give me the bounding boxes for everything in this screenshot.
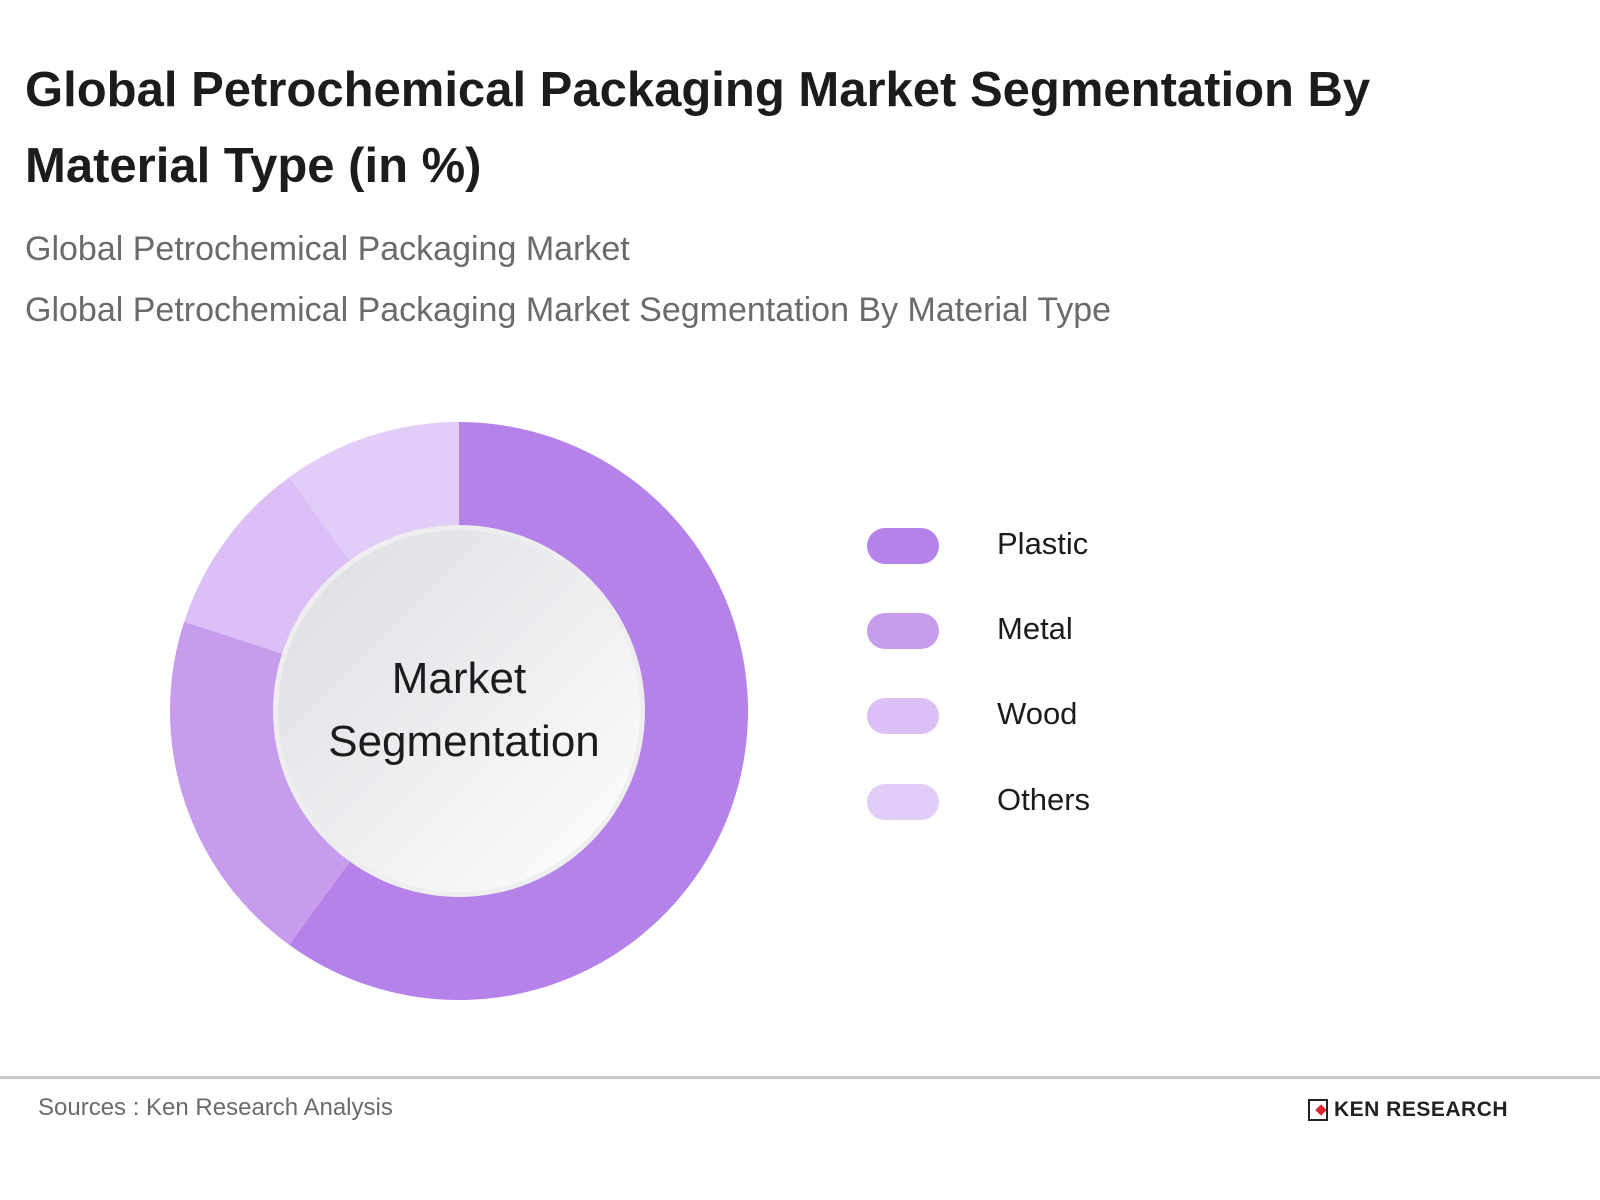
chart-subtitle-1: Global Petrochemical Packaging Market — [25, 230, 630, 268]
legend-item-wood[interactable]: Wood — [867, 696, 1267, 734]
center-label-line2: Segmentation — [328, 717, 600, 766]
logo-text: KEN RESEARCH — [1334, 1098, 1509, 1121]
center-label-line1: Market — [392, 654, 526, 703]
legend-swatch — [867, 784, 939, 820]
chart-subtitle-2: Global Petrochemical Packaging Market Se… — [25, 291, 1112, 329]
legend-label: Plastic — [997, 526, 1089, 561]
logo-icon — [1308, 1099, 1328, 1121]
legend-swatch — [867, 698, 939, 734]
ken-research-logo: KEN RESEARCH — [1308, 1098, 1508, 1122]
legend-item-metal[interactable]: Metal — [867, 611, 1267, 649]
source-note: Sources : Ken Research Analysis — [38, 1094, 393, 1121]
donut-chart: Market Segmentation — [170, 422, 748, 1000]
legend-label: Metal — [997, 611, 1073, 646]
legend-swatch — [867, 528, 939, 564]
legend-swatch — [867, 613, 939, 649]
legend-label: Others — [997, 782, 1091, 817]
chart-title: Global Petrochemical Packaging Market Se… — [25, 63, 1371, 193]
footer-divider — [0, 1076, 1600, 1079]
legend-item-others[interactable]: Others — [867, 782, 1267, 820]
legend-label: Wood — [997, 696, 1078, 731]
center-disc — [278, 530, 640, 892]
legend-item-plastic[interactable]: Plastic — [867, 526, 1267, 564]
